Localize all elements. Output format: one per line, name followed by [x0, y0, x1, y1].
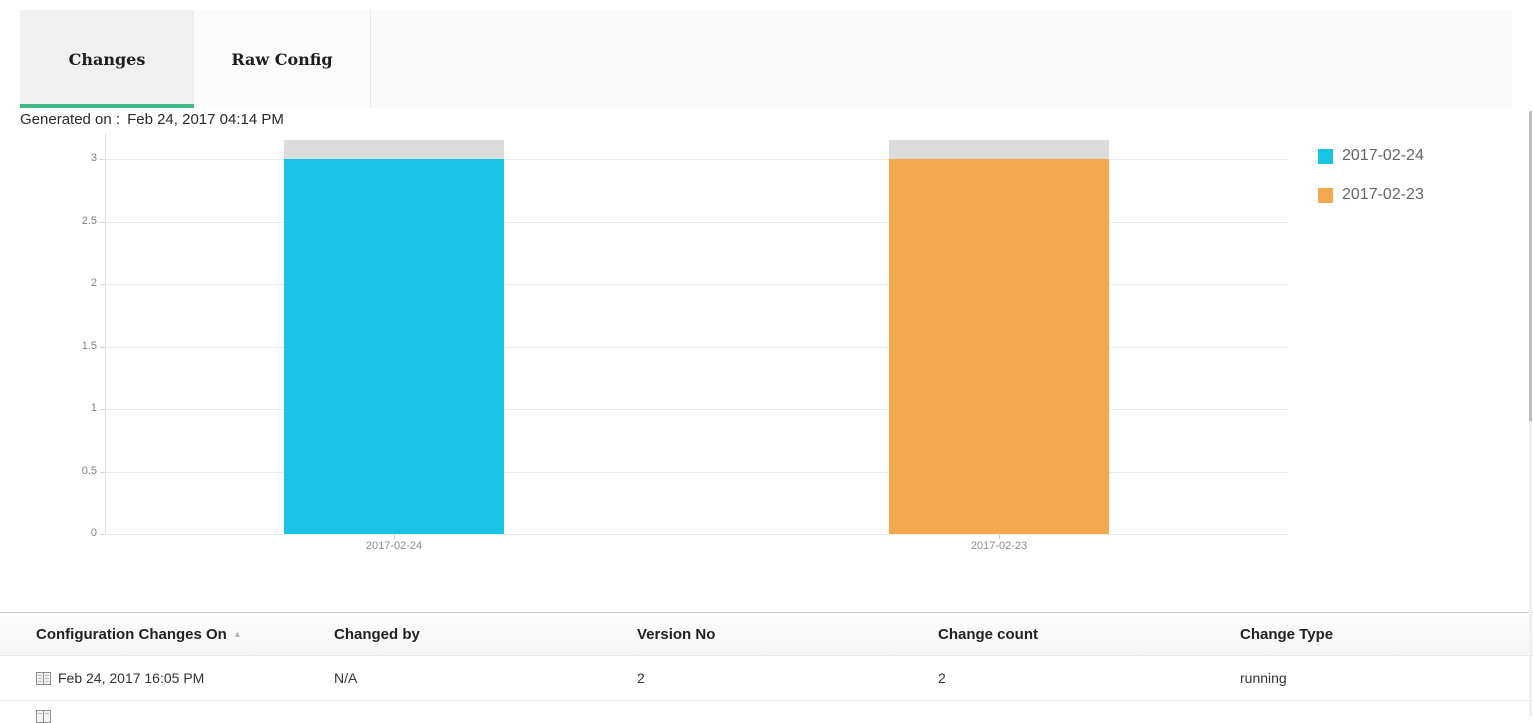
gridline [105, 284, 1289, 285]
column-header-version-no[interactable]: Version No [637, 625, 716, 643]
table-row-partial[interactable] [0, 701, 1533, 723]
x-axis-tick [394, 535, 395, 539]
column-header-change-type[interactable]: Change Type [1240, 625, 1334, 643]
tab-bar: Changes Raw Config [20, 10, 1512, 108]
y-axis-line [105, 133, 106, 534]
y-axis-label: 0.5 [81, 464, 97, 477]
cell-change-count: 2 [938, 670, 946, 686]
cell-changed-by: N/A [334, 670, 358, 686]
bar-2017-02-23[interactable] [889, 159, 1109, 534]
config-changes-chart: 0 0.5 1 1.5 2 2.5 3 2017-02-24 2017-02-23 2017-02… [81, 133, 1424, 552]
y-axis-tick [100, 471, 105, 473]
cell-change-type: running [1240, 670, 1287, 686]
config-version-icon[interactable] [36, 671, 51, 685]
legend-label: 2017-02-24 [1342, 147, 1424, 164]
y-axis-label: 2 [90, 277, 97, 289]
tab-changes-label: Changes [68, 49, 146, 69]
y-axis-tick [100, 284, 105, 285]
active-tab-underline [20, 104, 194, 108]
tab-raw-config-label: Raw Config [231, 49, 333, 69]
x-axis-label: 2017-02-24 [365, 540, 423, 552]
x-axis-label: 2017-02-23 [970, 540, 1028, 552]
generated-on: Generated on : Feb 24, 2017 04:14 PM [20, 111, 284, 128]
gridline [105, 346, 1289, 348]
column-header-change-count[interactable]: Change count [938, 625, 1038, 643]
tab-raw-config[interactable]: Raw Config [194, 10, 371, 108]
changes-table: Configuration Changes On ▲ Changed by Ver… [0, 612, 1533, 723]
y-axis-label: 1.5 [81, 339, 97, 352]
column-header-changed-by[interactable]: Changed by [334, 625, 420, 643]
cell-changed-on: Feb 24, 2017 16:05 PM [58, 670, 205, 686]
gridline [105, 534, 1289, 535]
gridline [105, 409, 1289, 410]
config-version-icon[interactable] [36, 710, 51, 723]
cell-version-no: 2 [637, 670, 645, 686]
y-axis-tick [100, 534, 105, 535]
y-axis-tick [100, 221, 105, 223]
legend-item[interactable]: 2017-02-23 [1318, 186, 1424, 204]
legend-label: 2017-02-23 [1342, 186, 1424, 203]
legend-item[interactable]: 2017-02-24 [1318, 147, 1424, 165]
gridline [105, 221, 1289, 223]
x-axis-tick [999, 535, 1000, 539]
y-axis-label: 1 [90, 402, 97, 414]
tab-changes[interactable]: Changes [20, 10, 194, 108]
sort-arrow-icon[interactable]: ▲ [232, 628, 242, 639]
y-axis-tick [100, 409, 105, 410]
table-header-row: Configuration Changes On ▲ Changed by Ver… [0, 612, 1533, 656]
y-axis-tick [100, 159, 105, 160]
generated-on-value: Feb 24, 2017 04:14 PM [127, 111, 284, 128]
legend-swatch [1318, 187, 1333, 203]
y-axis-label: 2.5 [81, 214, 97, 227]
vertical-scrollbar[interactable] [1529, 111, 1532, 716]
legend-swatch [1318, 148, 1333, 164]
bar-2017-02-24[interactable] [284, 159, 504, 534]
bar-cap-segment[interactable] [284, 140, 504, 159]
bar-cap-segment[interactable] [889, 140, 1109, 159]
scrollbar-thumb[interactable] [1529, 111, 1532, 421]
generated-on-label: Generated on : [20, 111, 121, 128]
y-axis-label: 3 [90, 152, 97, 164]
table-row[interactable]: Feb 24, 2017 16:05 PM N/A 2 2 running [0, 656, 1533, 701]
gridline [105, 159, 1289, 160]
y-axis-label: 0 [90, 527, 97, 539]
column-header-configuration-changes-on[interactable]: Configuration Changes On ▲ [36, 625, 242, 643]
gridline [105, 471, 1289, 473]
y-axis-tick [100, 346, 105, 348]
